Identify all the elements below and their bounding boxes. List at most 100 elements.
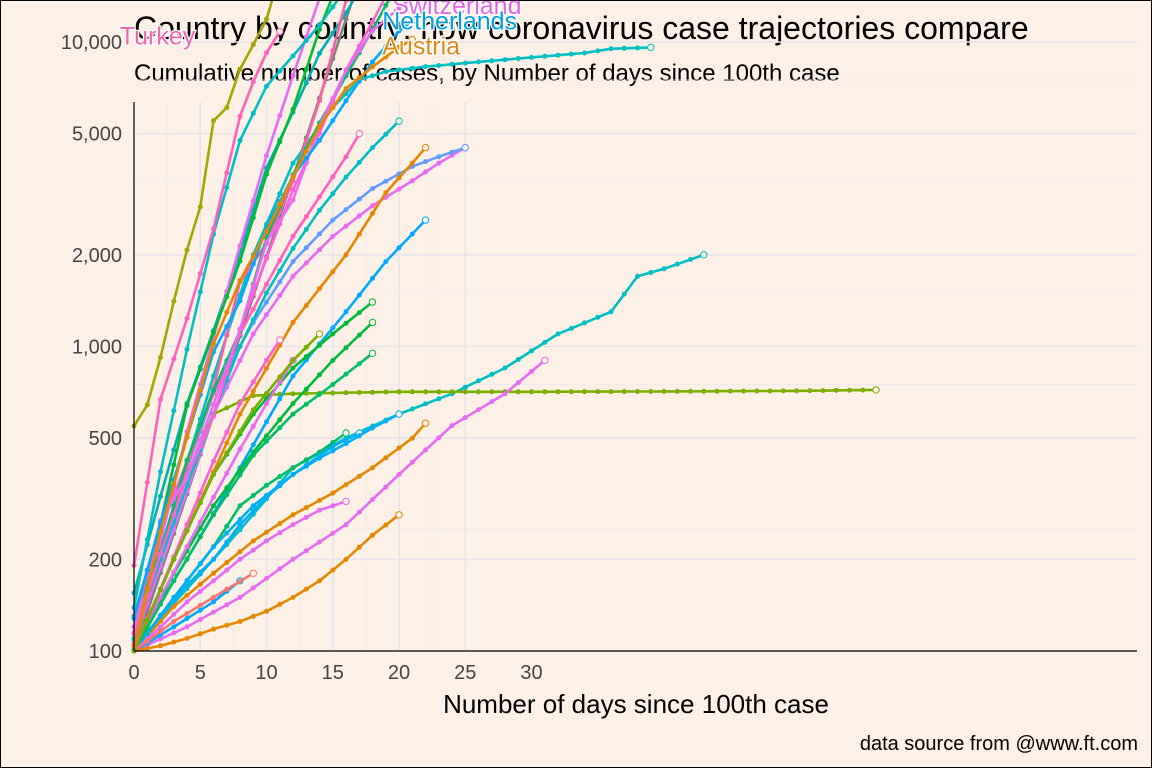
- point-iran: [144, 537, 150, 543]
- point-unlabeled: [330, 567, 336, 573]
- point-unlabeled: [396, 445, 402, 451]
- point-unlabeled: [211, 594, 216, 600]
- point-austria: [264, 228, 269, 234]
- point-unlabeled: [370, 497, 375, 502]
- point-unlabeled: [237, 527, 243, 533]
- point-unlabeled: [144, 645, 150, 651]
- point-unlabeled: [250, 503, 256, 509]
- point-unlabeled: [303, 354, 309, 360]
- point-unlabeled: [860, 387, 866, 393]
- point-switzerland: [356, 48, 362, 54]
- point-unlabeled: [290, 391, 296, 397]
- point-unlabeled: [264, 433, 269, 439]
- point-unlabeled: [224, 470, 230, 476]
- point-unlabeled: [330, 357, 336, 363]
- point-unlabeled: [277, 279, 283, 285]
- point-unlabeled: [383, 131, 389, 137]
- point-unlabeled: [290, 259, 296, 265]
- point-unlabeled: [396, 67, 402, 73]
- point-unlabeled: [303, 514, 309, 520]
- y-tick-label: 200: [89, 549, 122, 571]
- point-turkey: [237, 113, 243, 119]
- point-unlabeled: [264, 482, 269, 488]
- x-tick-label: 0: [128, 662, 139, 684]
- point-unlabeled: [224, 567, 230, 573]
- series-line-italy: [132, 1, 355, 595]
- point-unlabeled: [356, 390, 362, 395]
- point-unlabeled: [368, 349, 377, 357]
- point-unlabeled: [383, 522, 389, 528]
- point-netherlands: [396, 28, 402, 34]
- point-unlabeled: [847, 387, 852, 393]
- point-iran: [237, 138, 243, 143]
- point-unlabeled: [184, 599, 190, 605]
- point-unlabeled: [754, 388, 760, 394]
- point-unlabeled: [290, 273, 296, 279]
- point-unlabeled: [277, 374, 283, 380]
- point-unlabeled: [383, 69, 389, 74]
- point-unlabeled: [423, 64, 428, 70]
- point-unlabeled: [370, 389, 375, 395]
- point-unlabeled: [330, 217, 336, 223]
- point-china: [211, 118, 216, 124]
- x-tick-label: 15: [322, 662, 344, 684]
- point-unlabeled: [529, 389, 534, 395]
- y-tick-labels: 1002005001,0002,0005,00010,00020,00050,0…: [61, 32, 122, 663]
- point-unlabeled: [356, 509, 362, 515]
- point-switzerland: [330, 95, 336, 101]
- point-unlabeled: [171, 598, 177, 603]
- point-unlabeled: [423, 169, 428, 175]
- point-spain: [250, 198, 256, 204]
- point-unlabeled: [197, 617, 203, 622]
- point-unlabeled: [277, 530, 283, 536]
- point-unlabeled: [290, 401, 296, 406]
- y-tick-label: 1,000: [72, 337, 122, 359]
- point-unlabeled: [330, 325, 336, 331]
- point-unlabeled: [635, 273, 640, 279]
- point-unlabeled: [317, 507, 322, 513]
- point-unlabeled: [409, 459, 415, 465]
- point-unlabeled: [264, 390, 269, 396]
- point-unlabeled: [409, 231, 415, 237]
- point-austria: [317, 123, 322, 129]
- point-unlabeled: [158, 587, 163, 593]
- point-italy: [158, 493, 163, 499]
- point-unlabeled: [158, 601, 163, 607]
- point-unlabeled: [303, 260, 309, 266]
- point-unlabeled: [158, 636, 163, 642]
- x-tick-labels: 0 5 10 15 20 25 30: [128, 662, 542, 684]
- point-unlabeled: [290, 472, 296, 477]
- series-united-kingdom: [131, 1, 385, 635]
- point-austria: [408, 35, 416, 44]
- point-unlabeled: [356, 231, 362, 237]
- series-label-switzerland: Switzerland: [392, 1, 521, 20]
- point-unlabeled: [648, 270, 654, 275]
- point-iran: [264, 83, 269, 89]
- point-unlabeled: [674, 261, 680, 267]
- point-unlabeled: [502, 57, 508, 63]
- point-unlabeled: [421, 143, 430, 152]
- point-unlabeled: [250, 452, 256, 458]
- point-unlabeled: [356, 196, 362, 202]
- point-unlabeled: [264, 538, 269, 544]
- point-austria: [303, 149, 309, 155]
- point-unlabeled: [595, 314, 601, 320]
- point-iran: [330, 4, 336, 10]
- point-unlabeled: [595, 48, 601, 54]
- point-unlabeled: [462, 415, 468, 421]
- point-turkey: [250, 79, 256, 85]
- point-austria: [343, 86, 349, 92]
- point-turkey: [158, 397, 163, 402]
- point-unlabeled: [555, 52, 561, 58]
- point-turkey: [224, 170, 230, 176]
- point-turkey: [264, 50, 269, 56]
- point-unlabeled: [303, 401, 309, 407]
- point-unlabeled: [436, 435, 442, 441]
- point-iran: [184, 346, 190, 352]
- point-unlabeled: [529, 348, 534, 354]
- point-unlabeled: [342, 429, 350, 437]
- point-turkey: [211, 226, 216, 232]
- point-austria: [396, 44, 402, 50]
- point-austria: [158, 529, 163, 535]
- y-tick-label: 2,000: [72, 245, 122, 267]
